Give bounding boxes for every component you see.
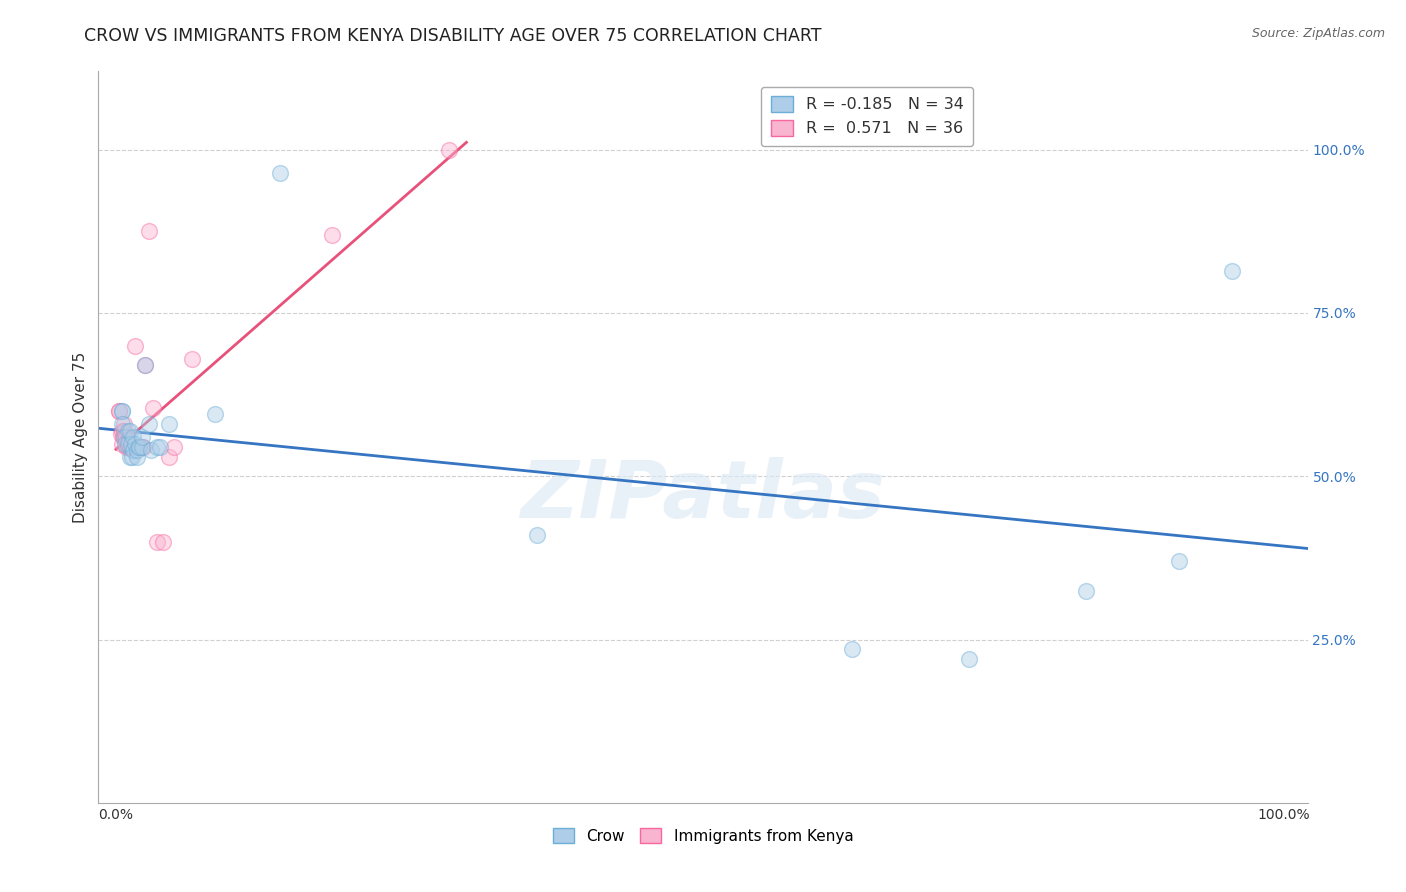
Point: [122, 440, 145, 454]
Point: [118, 440, 141, 454]
Point: [132, 440, 155, 454]
Point: [120, 440, 142, 454]
Point: [117, 424, 139, 438]
Point: [124, 436, 146, 450]
Point: [118, 424, 141, 438]
Point: [111, 404, 134, 418]
Point: [134, 358, 156, 372]
Point: [128, 440, 150, 454]
Point: [163, 440, 186, 454]
Point: [1220, 263, 1243, 277]
Point: [321, 227, 343, 242]
Point: [118, 434, 141, 448]
Point: [131, 440, 153, 454]
Point: [114, 430, 136, 444]
Point: [957, 652, 980, 666]
Point: [117, 436, 139, 450]
Point: [157, 417, 180, 431]
Point: [108, 404, 131, 418]
Point: [117, 440, 139, 454]
Point: [204, 407, 226, 421]
Point: [118, 440, 141, 454]
Point: [115, 430, 138, 444]
Point: [121, 440, 143, 454]
Point: [111, 424, 134, 438]
Point: [125, 440, 148, 454]
Point: [138, 417, 160, 431]
Point: [131, 440, 153, 454]
Point: [115, 440, 138, 454]
Point: [180, 351, 202, 366]
Point: [139, 443, 162, 458]
Point: [146, 534, 169, 549]
Text: Source: ZipAtlas.com: Source: ZipAtlas.com: [1251, 27, 1385, 40]
Point: [121, 440, 143, 454]
Point: [1168, 554, 1191, 568]
Y-axis label: Disability Age Over 75: Disability Age Over 75: [73, 351, 89, 523]
Point: [157, 450, 180, 464]
Point: [269, 165, 291, 179]
Point: [437, 143, 460, 157]
Point: [122, 443, 145, 458]
Point: [112, 424, 135, 438]
Point: [108, 404, 131, 418]
Point: [117, 434, 139, 448]
Point: [142, 401, 165, 415]
Point: [118, 450, 141, 464]
Point: [121, 450, 143, 464]
Point: [841, 642, 863, 657]
Point: [526, 528, 548, 542]
Point: [122, 430, 145, 444]
Point: [1074, 583, 1097, 598]
Point: [111, 404, 134, 418]
Point: [146, 440, 169, 454]
Point: [128, 440, 150, 454]
Point: [112, 430, 135, 444]
Point: [128, 440, 150, 454]
Point: [152, 534, 174, 549]
Point: [125, 450, 148, 464]
Point: [131, 430, 153, 444]
Text: ZIPatlas: ZIPatlas: [520, 457, 886, 534]
Point: [111, 417, 134, 431]
Point: [110, 426, 132, 441]
Point: [114, 436, 136, 450]
Point: [112, 417, 135, 431]
Point: [120, 436, 142, 450]
Point: [111, 430, 134, 444]
Point: [124, 339, 146, 353]
Point: [125, 440, 148, 454]
Point: [134, 358, 156, 372]
Legend: Crow, Immigrants from Kenya: Crow, Immigrants from Kenya: [547, 822, 859, 850]
Point: [138, 224, 160, 238]
Point: [111, 436, 134, 450]
Point: [149, 440, 172, 454]
Text: CROW VS IMMIGRANTS FROM KENYA DISABILITY AGE OVER 75 CORRELATION CHART: CROW VS IMMIGRANTS FROM KENYA DISABILITY…: [84, 27, 823, 45]
Point: [125, 443, 148, 458]
